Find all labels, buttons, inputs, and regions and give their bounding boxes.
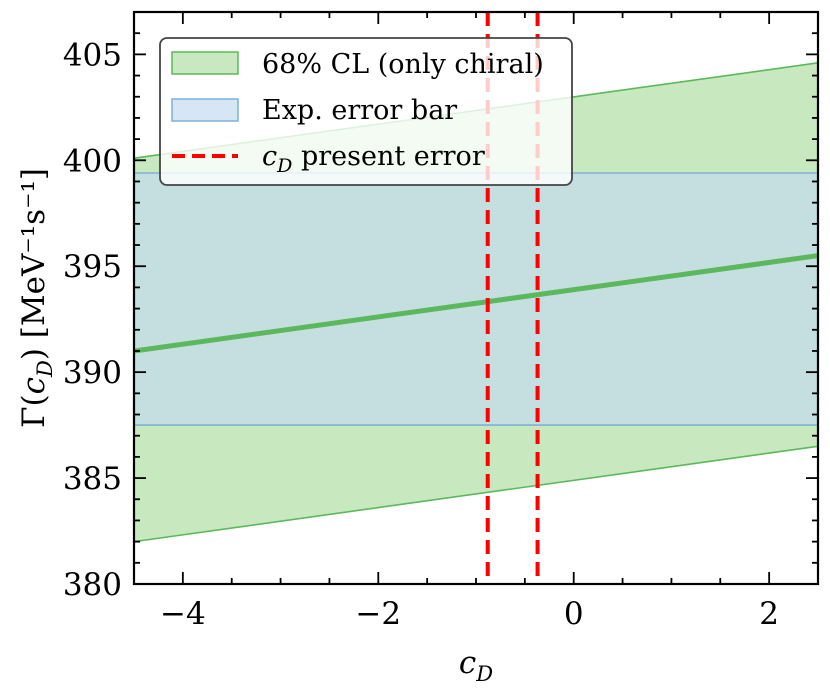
legend: 68% CL (only chiral) Exp. error bar cD p… — [159, 37, 573, 186]
y-axis-label-part-2: D — [33, 360, 57, 378]
x-tick-label: −4 — [160, 596, 206, 632]
legend-swatch-exp — [171, 98, 239, 122]
y-axis-label-part-3: ) [MeV⁻¹s⁻¹] — [16, 168, 52, 360]
x-tick-labels: −4 −2 0 2 — [160, 596, 779, 632]
plot-frame — [132, 10, 820, 586]
y-tick-label: 385 — [63, 461, 122, 497]
x-axis-label-sub: D — [475, 662, 493, 686]
exp-error-band — [134, 173, 818, 426]
x-tick-label: −2 — [355, 596, 401, 632]
legend-swatch-cl — [171, 51, 239, 75]
y-tick-label: 400 — [63, 143, 122, 179]
x-tick-label: 0 — [564, 596, 584, 632]
y-axis-label: Γ(cD) [MeV⁻¹s⁻¹] — [16, 168, 57, 428]
cl-band-lower-edge — [134, 445, 818, 543]
x-axis-label-main: c — [459, 645, 476, 681]
y-axis-label-part-0: Γ( — [16, 394, 52, 428]
y-tick-labels: 380 385 390 395 400 405 — [63, 37, 122, 603]
legend-box — [159, 37, 573, 186]
legend-label-cd: cD present error — [262, 141, 485, 177]
legend-cd-sub: D — [276, 155, 292, 177]
y-tick-label: 390 — [63, 355, 122, 391]
central-line — [134, 253, 818, 354]
x-axis-label: cD — [459, 645, 493, 686]
legend-cd-math: c — [262, 141, 277, 172]
y-tick-label: 380 — [63, 567, 122, 603]
legend-label-cl: 68% CL (only chiral) — [262, 49, 544, 80]
x-tick-label: 2 — [759, 596, 779, 632]
y-tick-label: 405 — [63, 37, 122, 73]
legend-cd-text: present error — [292, 141, 484, 172]
y-axis-label-part-1: c — [16, 377, 52, 394]
legend-label-exp: Exp. error bar — [262, 95, 457, 126]
y-tick-label: 395 — [63, 249, 122, 285]
